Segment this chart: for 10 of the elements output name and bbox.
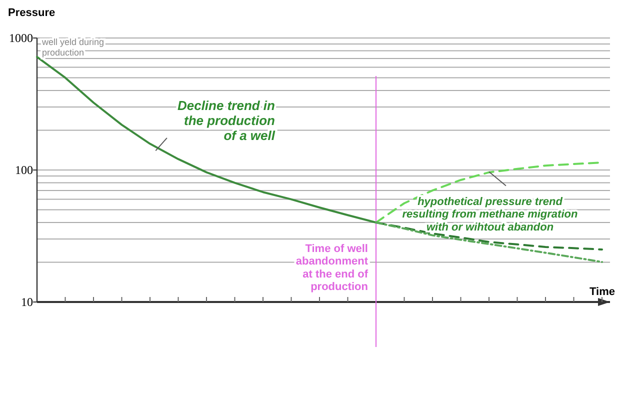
annotation: hypothetical pressure trend resulting from methane migration with or wihtout abandon	[402, 196, 578, 234]
y-tick-label: 100	[15, 163, 33, 178]
line-series	[375, 222, 603, 263]
x-axis-title: Time	[590, 286, 615, 298]
y-axis-title: Pressure	[8, 7, 56, 19]
y-tick-label: 1000	[9, 31, 33, 46]
y-tick-label: 10	[21, 295, 33, 310]
annotation: Decline trend in the production of a well	[177, 98, 276, 143]
line-series	[375, 222, 603, 250]
line-series	[36, 56, 377, 224]
